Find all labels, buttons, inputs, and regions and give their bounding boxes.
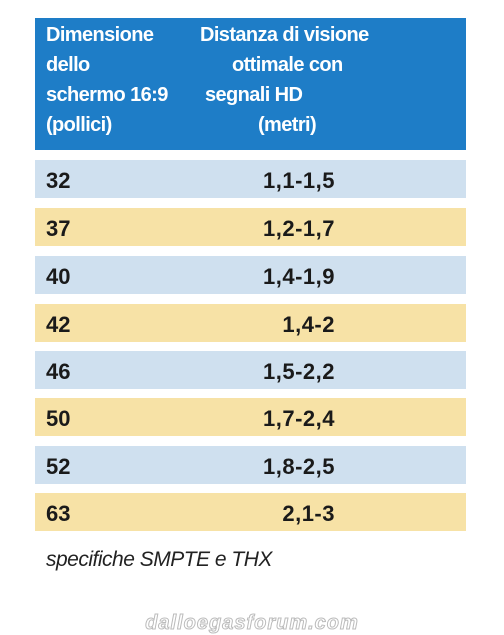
header-cell: schermo 16:9	[46, 84, 168, 106]
cell: 2,1-3	[282, 501, 335, 526]
header-cell: Dimensione	[46, 24, 154, 46]
cell: 46	[46, 359, 71, 384]
footnote: specifiche SMPTE e THX	[46, 548, 272, 571]
table-row: 32 1,1-1,5	[35, 160, 466, 198]
header-cell: dello	[46, 54, 90, 76]
cell: 42	[46, 312, 71, 337]
header-cell: Distanza di visione	[200, 24, 369, 46]
cell: 63	[46, 501, 71, 526]
table-row: 46 1,5-2,2	[35, 351, 466, 389]
table-row: 63 2,1-3	[35, 493, 466, 531]
cell: 1,4-2	[282, 312, 335, 337]
table-row: 37 1,2-1,7	[35, 208, 466, 246]
table-row: 40 1,4-1,9	[35, 256, 466, 294]
header-cell: (metri)	[258, 114, 317, 136]
table-row: 52 1,8-2,5	[35, 446, 466, 484]
header-cell: ottimale con	[232, 54, 343, 76]
cell: 1,4-1,9	[263, 264, 335, 289]
cell: 50	[46, 406, 71, 431]
cell: 1,2-1,7	[263, 216, 335, 241]
cell: 1,7-2,4	[263, 406, 335, 431]
header-cell: (pollici)	[46, 114, 112, 136]
table-header: Dimensione dello schermo 16:9 (pollici) Dist…	[35, 18, 466, 150]
cell: 52	[46, 454, 71, 479]
cell: 1,8-2,5	[263, 454, 335, 479]
cell: 1,5-2,2	[263, 359, 335, 384]
cell: 40	[46, 264, 71, 289]
table-row: 42 1,4-2	[35, 304, 466, 342]
header-cell: segnali HD	[205, 84, 303, 106]
cell: 37	[46, 216, 71, 241]
cell: 32	[46, 168, 71, 193]
cell: 1,1-1,5	[263, 168, 335, 193]
watermark: dalloegasforum.com	[145, 612, 359, 635]
table-row: 50 1,7-2,4	[35, 398, 466, 436]
